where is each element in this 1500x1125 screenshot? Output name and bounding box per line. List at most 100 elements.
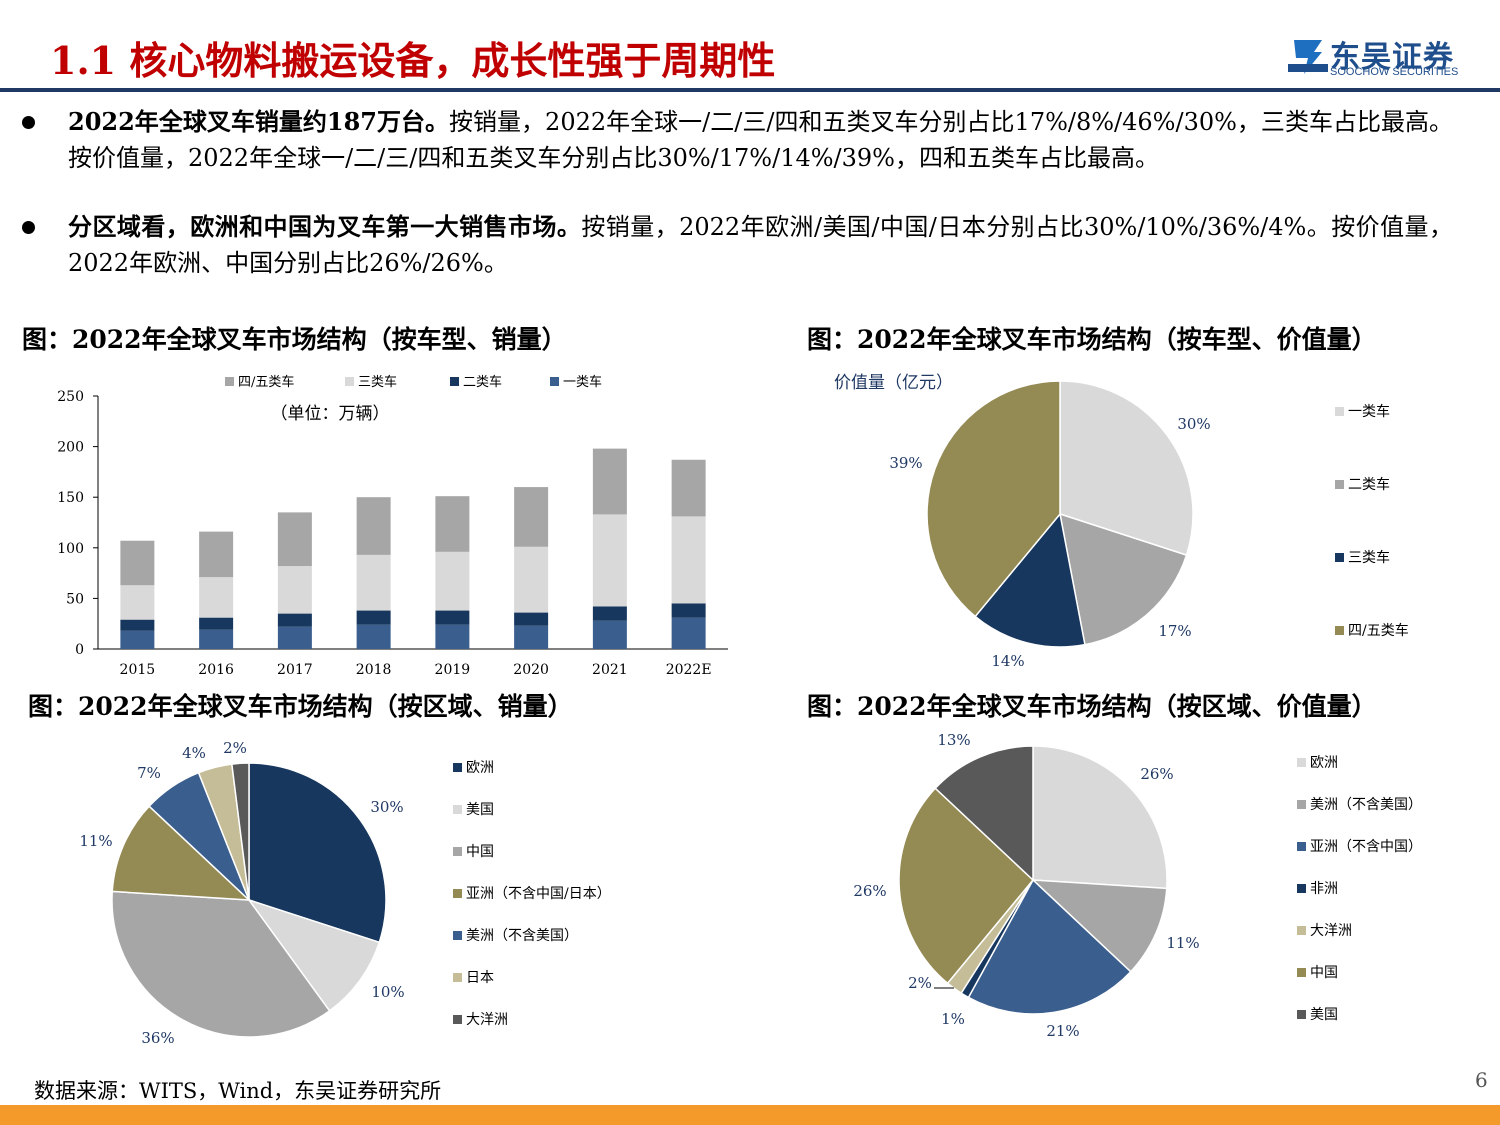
bar-segment <box>199 531 234 578</box>
slice-label: 10% <box>371 983 404 1001</box>
legend-label: 中国 <box>466 844 494 860</box>
slice-label: 30% <box>370 798 403 816</box>
legend-label: 二类车 <box>463 374 502 390</box>
figure-title-2: 图：2022年全球叉车市场结构（按车型、价值量） <box>807 325 1377 354</box>
legend-label: 美洲（不含美国） <box>466 928 578 944</box>
y-tick-label: 200 <box>57 440 84 456</box>
pie-slice <box>111 805 252 901</box>
data-source: 数据来源：WITS，Wind，东吴证券研究所 <box>34 1079 442 1103</box>
legend-swatch <box>453 889 462 898</box>
bar-segment <box>120 585 155 620</box>
bullet-dot-icon <box>22 221 35 234</box>
legend-swatch <box>1297 800 1306 809</box>
bar-segment <box>514 487 549 547</box>
bullet-text-2: 分区域看，欧洲和中国为叉车第一大销售市场。按销量，2022年欧洲/美国/中国/日… <box>68 209 1453 281</box>
legend-swatch <box>1297 968 1306 977</box>
figure-title-4: 图：2022年全球叉车市场结构（按区域、价值量） <box>807 692 1377 721</box>
legend-label: 日本 <box>466 970 494 986</box>
bar-segment <box>199 617 234 630</box>
legend-label: 一类车 <box>1348 403 1390 420</box>
bar-segment <box>592 448 627 515</box>
bar-segment <box>277 626 312 649</box>
bar-segment <box>120 630 155 649</box>
figure-title-1: 图：2022年全球叉车市场结构（按车型、销量） <box>22 325 567 354</box>
chart-unit-note: （单位：万辆） <box>271 404 390 424</box>
bar-segment <box>514 546 549 613</box>
pie-slice <box>247 898 381 1012</box>
x-tick-label: 2021 <box>592 662 628 678</box>
bullet-bold-1: 2022年全球叉车销量约187万台。 <box>68 107 450 136</box>
legend-label: 亚洲（不含中国/日本） <box>466 886 611 902</box>
legend-swatch <box>450 377 459 386</box>
pie-slice <box>230 762 250 901</box>
legend-swatch <box>1335 480 1344 489</box>
x-tick-label: 2020 <box>513 662 549 678</box>
slice-label: 17% <box>1158 622 1191 640</box>
legend-swatch <box>453 805 462 814</box>
legend-label: 一类车 <box>563 374 602 390</box>
logo-text-en: SOOCHOW SECURITIES <box>1330 66 1459 78</box>
bar-segment <box>671 516 706 604</box>
bar-segment <box>435 610 470 625</box>
slice-label: 2% <box>908 974 932 992</box>
x-tick-label: 2017 <box>277 662 313 678</box>
pie-slice <box>1032 745 1168 890</box>
bar-segment <box>356 610 391 625</box>
legend-swatch <box>345 377 354 386</box>
bar-segment <box>356 497 391 555</box>
stacked-bar-chart: 0 50 100 150 200 250 2015 2016 2017 2018 2019 2020 2… <box>57 374 728 678</box>
legend-label: 美洲（不含美国） <box>1310 797 1422 813</box>
figure-title-3: 图：2022年全球叉车市场结构（按区域、销量） <box>28 692 573 721</box>
header-divider <box>0 88 1500 92</box>
x-tick-label: 2019 <box>435 662 471 678</box>
pie-slice <box>1030 879 1168 973</box>
slice-label: 39% <box>889 454 922 472</box>
x-tick-label: 2016 <box>198 662 234 678</box>
slice-label: 7% <box>137 764 161 782</box>
legend-swatch <box>1335 407 1344 416</box>
bullet-bold-2: 分区域看，欧洲和中国为叉车第一大销售市场。 <box>68 212 582 241</box>
legend-label: 亚洲（不含中国） <box>1310 839 1422 855</box>
pie-slice <box>898 787 1035 985</box>
legend-swatch <box>453 847 462 856</box>
bar-segment <box>199 577 234 618</box>
bar-segment <box>514 625 549 649</box>
legend-swatch <box>1297 884 1306 893</box>
bar-segment <box>671 603 706 618</box>
pie-slice <box>248 762 387 944</box>
y-tick-label: 0 <box>75 642 84 658</box>
legend-label: 三类车 <box>1348 549 1390 566</box>
legend-swatch <box>1297 842 1306 851</box>
bar-segment <box>592 606 627 621</box>
bar-segment <box>592 514 627 607</box>
pie-slice <box>967 878 1132 1015</box>
legend-label: 大洋洲 <box>466 1012 508 1028</box>
slice-label: 36% <box>141 1029 174 1047</box>
legend-label: 非洲 <box>1310 881 1338 897</box>
bar-segment <box>435 496 470 552</box>
bar-segment <box>592 620 627 649</box>
legend-label: 三类车 <box>358 374 397 390</box>
legend-label: 欧洲 <box>466 760 494 776</box>
pie-slice <box>974 512 1086 648</box>
legend-swatch <box>1335 553 1344 562</box>
x-tick-label: 2022E <box>666 662 712 678</box>
y-tick-label: 250 <box>57 389 84 405</box>
pie-slice <box>934 745 1034 882</box>
slice-label: 13% <box>937 731 970 749</box>
slice-label: 11% <box>1166 934 1199 952</box>
legend-swatch <box>1297 926 1306 935</box>
bullet-dot-icon <box>22 116 35 129</box>
x-tick-label: 2018 <box>356 662 392 678</box>
legend-swatch <box>550 377 559 386</box>
company-logo: 东吴证券 SOOCHOW SECURITIES <box>1288 32 1488 82</box>
slice-label: 4% <box>182 744 206 762</box>
legend-label: 二类车 <box>1348 476 1390 493</box>
legend-swatch <box>225 377 234 386</box>
legend-label: 美国 <box>1310 1007 1338 1023</box>
bar-segment <box>671 617 706 649</box>
value-axis-label: 价值量（亿元） <box>834 373 953 393</box>
slice-label: 26% <box>853 882 886 900</box>
pie-slice <box>926 380 1061 618</box>
